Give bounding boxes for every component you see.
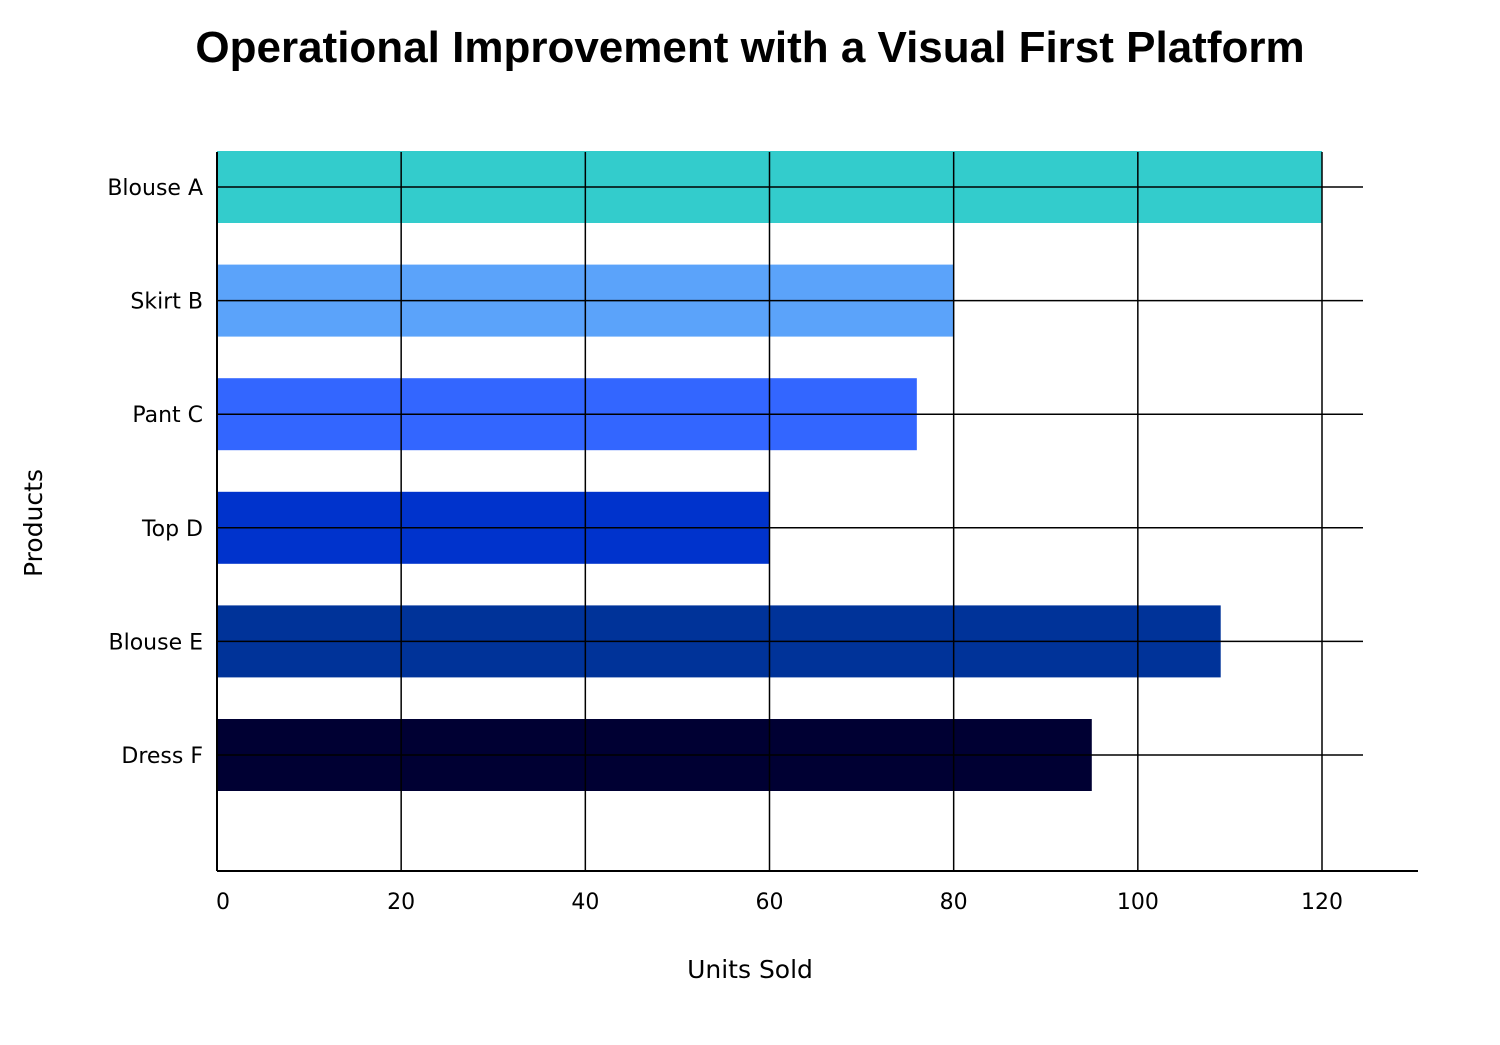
y-tick-label: Pant C: [132, 403, 203, 428]
x-tick-label: 60: [756, 890, 784, 915]
y-axis-label: Products: [19, 469, 48, 577]
x-tick-labels: 0 20 40 60 80 100 120: [216, 890, 1343, 915]
x-axis-label: Units Sold: [687, 955, 813, 984]
x-tick-label: 0: [216, 890, 230, 915]
x-tick-label: 100: [1117, 890, 1159, 915]
y-tick-label: Top D: [141, 517, 203, 542]
y-tick-label: Blouse E: [109, 630, 204, 655]
y-tick-label: Blouse A: [107, 176, 203, 201]
y-tick-label: Dress F: [121, 744, 203, 769]
x-tick-label: 120: [1301, 890, 1343, 915]
y-tick-labels: Blouse A Skirt B Pant C Top D Blouse E Dress …: [107, 176, 203, 769]
x-tick-label: 20: [387, 890, 415, 915]
x-tick-label: 80: [940, 890, 968, 915]
gridlines: [217, 152, 1363, 871]
y-tick-label: Skirt B: [130, 290, 203, 315]
chart-title: Operational Improvement with a Visual Fi…: [195, 23, 1304, 72]
x-tick-label: 40: [571, 890, 599, 915]
